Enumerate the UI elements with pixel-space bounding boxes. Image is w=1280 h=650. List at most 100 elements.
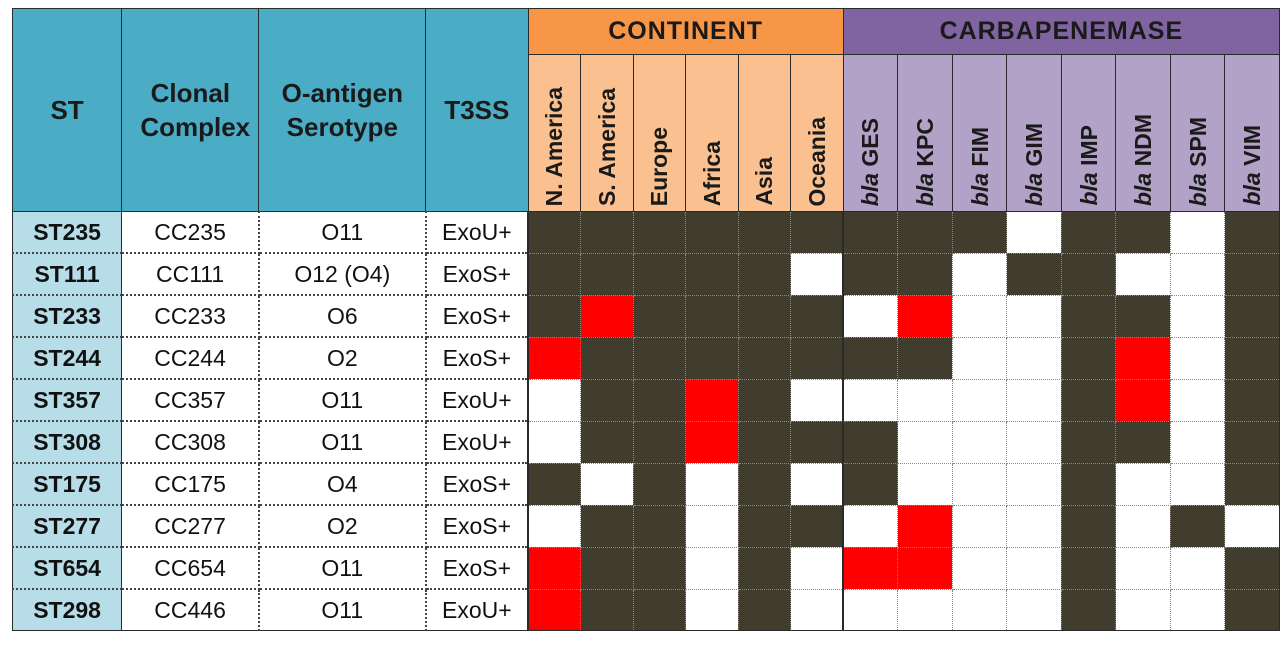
cell-t3ss: ExoU+ — [425, 379, 530, 422]
cell-continent-2 — [633, 589, 687, 631]
cell-carbapenemase-6 — [1170, 421, 1226, 464]
cell-carbapenemase-6 — [1170, 547, 1226, 590]
cell-carbapenemase-7 — [1224, 253, 1280, 296]
cell-clonal-complex: CC654 — [121, 547, 260, 590]
cell-serotype: O2 — [258, 337, 427, 380]
header-carbapenemase-label: bla IMP — [1075, 117, 1103, 206]
cell-carbapenemase-2 — [952, 253, 1008, 296]
cell-continent-3 — [685, 505, 739, 548]
cell-serotype: O12 (O4) — [258, 253, 427, 296]
cell-continent-5 — [790, 421, 844, 464]
cell-serotype: O2 — [258, 505, 427, 548]
cell-continent-0 — [527, 505, 582, 548]
cell-carbapenemase-2 — [952, 589, 1008, 631]
cell-carbapenemase-0 — [842, 253, 899, 296]
cell-t3ss: ExoU+ — [425, 421, 530, 464]
header-carbapenemase-label: bla SPM — [1184, 109, 1212, 206]
cell-t3ss: ExoU+ — [425, 589, 530, 631]
cell-t3ss: ExoS+ — [425, 505, 530, 548]
cell-continent-1 — [580, 421, 634, 464]
cell-carbapenemase-2 — [952, 463, 1008, 506]
cell-carbapenemase-2 — [952, 379, 1008, 422]
table-row: ST654 CC654 O11 ExoS+ — [11, 547, 1280, 590]
cell-serotype: O11 — [258, 211, 427, 254]
cell-carbapenemase-3 — [1006, 463, 1062, 506]
cell-carbapenemase-6 — [1170, 211, 1226, 254]
cell-t3ss: ExoS+ — [425, 337, 530, 380]
cell-clonal-complex: CC235 — [121, 211, 260, 254]
cell-carbapenemase-4 — [1061, 547, 1117, 590]
gene-prefix: bla — [1130, 172, 1157, 206]
header-carbapenemase-label: bla KPC — [911, 110, 939, 206]
cell-carbapenemase-5 — [1115, 589, 1171, 631]
cell-carbapenemase-7 — [1224, 589, 1280, 631]
header-carbapenemase-label: bla GES — [856, 110, 884, 206]
cell-carbapenemase-4 — [1061, 421, 1117, 464]
cell-carbapenemase-1 — [897, 295, 953, 338]
cell-st: ST235 — [11, 211, 123, 254]
cell-st: ST244 — [11, 337, 123, 380]
cell-continent-5 — [790, 379, 844, 422]
cell-st: ST111 — [11, 253, 123, 296]
cell-continent-3 — [685, 421, 739, 464]
cell-continent-3 — [685, 463, 739, 506]
cell-continent-3 — [685, 337, 739, 380]
cell-serotype: O11 — [258, 589, 427, 631]
cell-carbapenemase-1 — [897, 421, 953, 464]
cell-continent-1 — [580, 337, 634, 380]
cell-continent-2 — [633, 421, 687, 464]
cell-continent-5 — [790, 211, 844, 254]
cell-carbapenemase-0 — [842, 211, 899, 254]
cell-carbapenemase-2 — [952, 421, 1008, 464]
header-serotype-label: O-antigen Serotype — [281, 78, 403, 142]
cell-carbapenemase-5 — [1115, 211, 1171, 254]
cell-carbapenemase-0 — [842, 337, 899, 380]
cell-carbapenemase-3 — [1006, 547, 1062, 590]
cell-carbapenemase-1 — [897, 589, 953, 631]
cell-continent-3 — [685, 295, 739, 338]
cell-carbapenemase-7 — [1224, 337, 1280, 380]
gene-prefix: bla — [1075, 172, 1102, 206]
cell-carbapenemase-5 — [1115, 337, 1171, 380]
cell-continent-1 — [580, 379, 634, 422]
cell-continent-4 — [738, 253, 792, 296]
cell-carbapenemase-7 — [1224, 463, 1280, 506]
cell-continent-5 — [790, 589, 844, 631]
cell-carbapenemase-0 — [842, 589, 899, 631]
cell-serotype: O11 — [258, 379, 427, 422]
header-carbapenemase-4: bla IMP — [1060, 54, 1117, 212]
header-st: ST — [11, 8, 123, 212]
cell-carbapenemase-6 — [1170, 337, 1226, 380]
cell-carbapenemase-5 — [1115, 547, 1171, 590]
cell-continent-2 — [633, 295, 687, 338]
cell-carbapenemase-7 — [1224, 421, 1280, 464]
cell-continent-1 — [580, 211, 634, 254]
cell-clonal-complex: CC244 — [121, 337, 260, 380]
cell-carbapenemase-4 — [1061, 295, 1117, 338]
table-row: ST308 CC308 O11 ExoU+ — [11, 421, 1280, 464]
cell-st: ST233 — [11, 295, 123, 338]
cell-continent-2 — [633, 379, 687, 422]
header-carbapenemase-0: bla GES — [842, 54, 899, 212]
table-body: ST235 CC235 O11 ExoU+ ST111 CC111 O12 (O4) ExoS… — [11, 211, 1280, 631]
gene-prefix: bla — [1239, 172, 1266, 206]
header-carbapenemase-label: bla VIM — [1238, 117, 1266, 206]
header-continent-label: N. America — [541, 86, 568, 206]
cell-st: ST308 — [11, 421, 123, 464]
cell-carbapenemase-3 — [1006, 421, 1062, 464]
cell-carbapenemase-4 — [1061, 211, 1117, 254]
cell-continent-4 — [738, 421, 792, 464]
header-continent-label: Asia — [751, 157, 778, 206]
cell-carbapenemase-0 — [842, 295, 899, 338]
cell-continent-4 — [738, 379, 792, 422]
cell-continent-4 — [738, 211, 792, 254]
cell-continent-5 — [790, 547, 844, 590]
cell-carbapenemase-3 — [1006, 337, 1062, 380]
header-continent-label: S. America — [593, 87, 620, 206]
cell-carbapenemase-4 — [1061, 505, 1117, 548]
cell-carbapenemase-6 — [1170, 379, 1226, 422]
header-clonal-complex-label: Clonal Complex — [140, 78, 251, 142]
cell-carbapenemase-0 — [842, 421, 899, 464]
cell-continent-1 — [580, 253, 634, 296]
cell-carbapenemase-3 — [1006, 253, 1062, 296]
